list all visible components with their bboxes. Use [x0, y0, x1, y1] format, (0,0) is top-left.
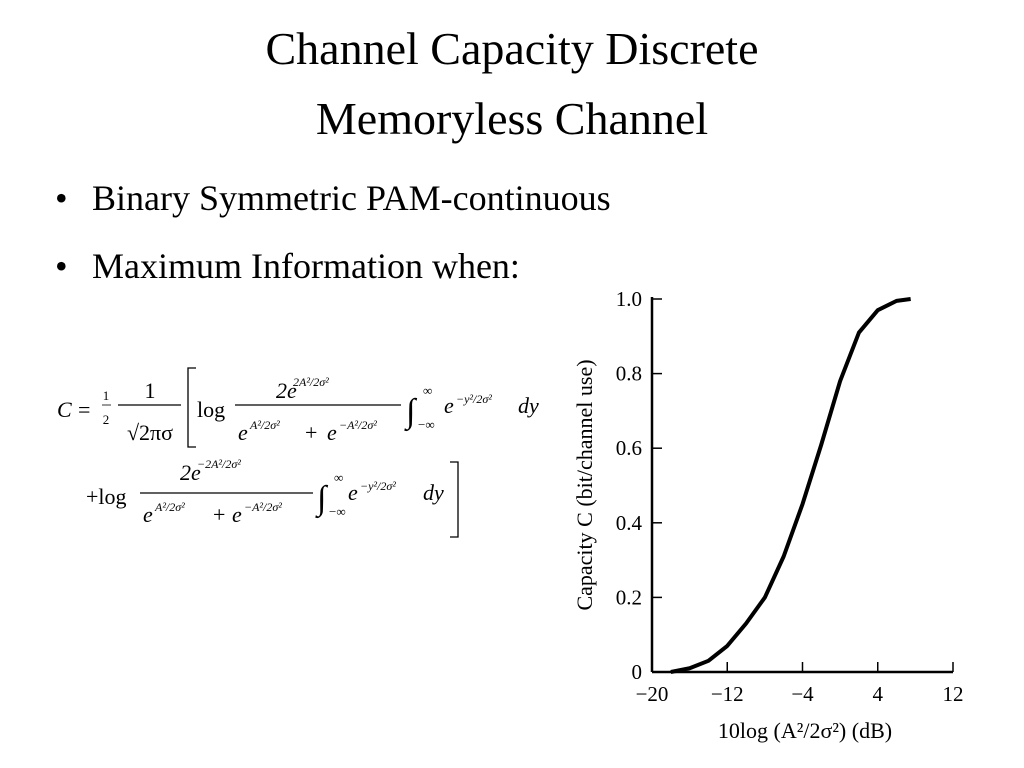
formula-text: −∞ — [418, 417, 435, 432]
slide-title: Memoryless Channel — [316, 93, 708, 144]
formula-text: dy — [518, 393, 539, 418]
formula-text: ∫ — [315, 480, 329, 519]
bullet-marker: • — [55, 246, 68, 286]
formula-text: −y²/2σ² — [360, 479, 396, 493]
bracket — [450, 461, 459, 538]
bullet-marker: • — [55, 178, 68, 218]
formula-text: 2 — [103, 412, 110, 427]
formula-text: −A²/2σ² — [339, 418, 377, 432]
formula-text: + — [213, 502, 225, 527]
formula-text: ∫ — [404, 393, 418, 432]
x-axis-label: 10log (A²/2σ²) (dB) — [718, 718, 892, 743]
formula-text: A²/2σ² — [154, 500, 185, 514]
formula-text: e — [348, 480, 358, 505]
formula-text: e — [327, 420, 337, 445]
formula-text: C — [57, 397, 72, 422]
formula-text: 2e — [276, 378, 297, 403]
y-tick-label: 0.6 — [616, 436, 642, 460]
formula-text: ∞ — [334, 470, 343, 485]
formula-text: e — [238, 420, 248, 445]
formula-text: −A²/2σ² — [244, 500, 282, 514]
y-axis-label: Capacity C (bit/channel use) — [572, 359, 597, 610]
x-tick-label: −4 — [791, 682, 814, 706]
y-tick-label: 0 — [632, 660, 643, 684]
formula-text: +log — [86, 484, 127, 509]
x-tick-label: 4 — [873, 682, 884, 706]
formula-text: dy — [423, 480, 444, 505]
x-tick-label: −20 — [636, 682, 669, 706]
formula-text: e — [143, 502, 153, 527]
formula-text: 1 — [103, 388, 110, 403]
formula-text: −∞ — [329, 504, 346, 519]
formula-text: A²/2σ² — [249, 418, 280, 432]
x-tick-label: 12 — [943, 682, 964, 706]
bullet-text: Maximum Information when: — [92, 246, 520, 286]
capacity-curve — [670, 297, 911, 674]
bullet-text: Binary Symmetric PAM-continuous — [92, 178, 611, 218]
bracket — [187, 367, 196, 448]
formula-text: e — [444, 393, 454, 418]
y-tick-label: 0.2 — [616, 585, 642, 609]
formula-text: 1 — [145, 378, 156, 403]
x-tick-label: −12 — [711, 682, 744, 706]
formula-text: −2A²/2σ² — [197, 457, 241, 471]
formula-text: = — [78, 397, 90, 422]
y-tick-label: 1.0 — [616, 287, 642, 311]
formula-text: 2e — [180, 460, 201, 485]
formula-text: −y²/2σ² — [456, 392, 492, 406]
formula-text: ∞ — [423, 383, 432, 398]
formula-text: e — [232, 502, 242, 527]
formula-text: √2πσ — [127, 420, 173, 445]
formula-text: + — [305, 420, 317, 445]
slide-title: Channel Capacity Discrete — [265, 23, 758, 74]
formula-text: 2A²/2σ² — [293, 375, 329, 389]
y-tick-label: 0.8 — [616, 362, 642, 386]
y-tick-label: 0.4 — [616, 511, 643, 535]
formula-text: log — [197, 397, 225, 422]
